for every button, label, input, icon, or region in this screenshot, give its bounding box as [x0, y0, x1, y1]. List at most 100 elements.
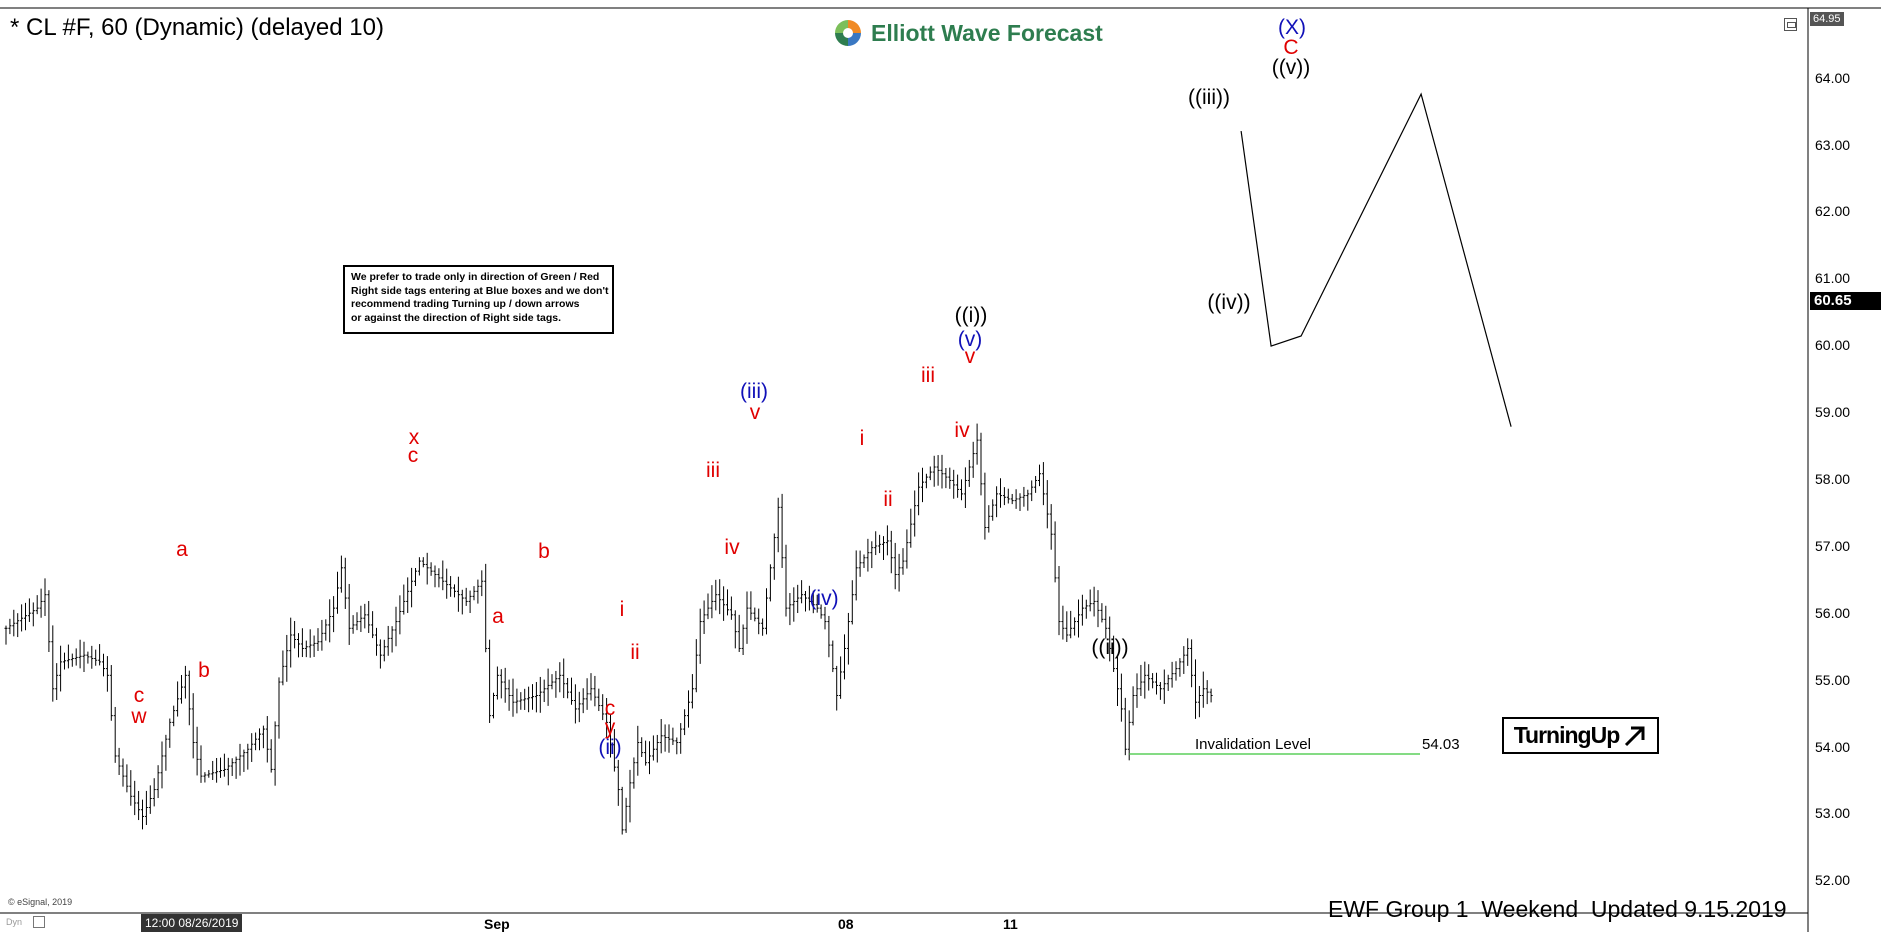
price-bar [577, 691, 581, 723]
price-bar [417, 557, 421, 576]
wave-label: c [408, 444, 419, 467]
price-bar [320, 619, 324, 651]
price-bar [644, 740, 648, 766]
price-bar [870, 541, 874, 569]
price-bar [410, 567, 414, 608]
wave-label: ((iii)) [1188, 86, 1230, 109]
price-bar [620, 786, 624, 835]
price-bar [581, 688, 585, 714]
note-line: Right side tags entering at Blue boxes a… [351, 284, 609, 297]
copyright: © eSignal, 2019 [8, 897, 73, 907]
price-bar [558, 662, 562, 693]
y-tick-label: 59.00 [1815, 404, 1851, 420]
wave-label: ((ii)) [1091, 636, 1128, 659]
price-bar [199, 745, 203, 783]
price-bar [109, 665, 113, 721]
window-restore-icon[interactable] [1784, 18, 1797, 31]
price-bar [663, 724, 667, 752]
price-bar [936, 455, 940, 486]
price-bar [956, 474, 960, 498]
price-bar [1131, 686, 1135, 726]
price-bar [499, 669, 503, 699]
price-bar [102, 653, 105, 677]
corner-label: Dyn [6, 917, 23, 927]
price-bar [987, 505, 991, 533]
price-bar [8, 618, 12, 635]
price-bar [952, 469, 956, 499]
price-bar [854, 550, 858, 601]
price-bar [425, 552, 429, 585]
price-bar [874, 531, 878, 556]
x-tick-label: 11 [1003, 916, 1018, 932]
price-bar [250, 733, 254, 762]
x-tick-label: 08 [838, 916, 854, 932]
invalidation-label: Invalidation Level [1195, 736, 1311, 753]
price-bar [304, 640, 308, 658]
price-bar [1065, 611, 1069, 642]
price-bar [289, 617, 293, 668]
price-bar [1061, 605, 1065, 640]
price-bar [1104, 605, 1108, 639]
y-tick-label: 52.00 [1815, 872, 1851, 888]
price-bar [519, 692, 523, 710]
price-bar [421, 557, 425, 568]
price-bar [144, 790, 148, 825]
price-bar [129, 770, 133, 806]
price-bar [632, 757, 636, 789]
price-bar [757, 608, 761, 635]
price-bar [47, 590, 51, 653]
price-bar [940, 454, 944, 489]
brand: Elliott Wave Forecast [833, 18, 1103, 48]
price-bar [433, 565, 437, 588]
price-bar [39, 588, 43, 618]
price-bar [932, 455, 936, 487]
price-bar [222, 753, 226, 777]
price-bar [999, 478, 1002, 508]
price-bar [1178, 658, 1182, 677]
price-bar [203, 772, 207, 783]
price-bar [316, 628, 320, 652]
price-bar [714, 579, 718, 611]
price-bar [640, 737, 644, 758]
price-bar [66, 644, 70, 669]
price-bar [277, 677, 281, 739]
price-bar [90, 645, 94, 669]
price-bar [445, 568, 449, 599]
price-bar [4, 625, 8, 645]
up-right-arrow-icon [1625, 726, 1645, 746]
price-bar [570, 677, 573, 705]
price-bar [1162, 669, 1166, 704]
price-bar [359, 605, 363, 632]
x-tick-label: Sep [484, 916, 510, 932]
note-line: or against the direction of Right side t… [351, 311, 562, 324]
price-bar [772, 533, 776, 580]
price-bar [281, 650, 285, 686]
price-bar [1151, 673, 1155, 689]
price-bar [745, 591, 749, 644]
price-bar [347, 583, 351, 645]
wave-label: iii [921, 364, 935, 387]
price-bar [312, 635, 316, 657]
price-bar [1092, 586, 1096, 617]
price-bar [800, 580, 804, 604]
price-bar [948, 467, 952, 489]
y-tick-label: 60.00 [1815, 337, 1851, 353]
price-bar [609, 714, 612, 758]
price-bar [336, 571, 339, 614]
price-bar [59, 645, 63, 692]
price-bar [242, 749, 246, 772]
price-bar [1053, 521, 1057, 583]
scroll-icon[interactable] [33, 916, 45, 928]
price-bar [1209, 688, 1213, 703]
wave-label: v [965, 345, 976, 368]
price-bar [464, 587, 468, 606]
price-bar [815, 594, 819, 613]
price-bar [234, 756, 238, 779]
price-bar [534, 682, 538, 713]
price-bar [113, 706, 117, 763]
price-bar [27, 598, 31, 622]
invalidation-level: Invalidation Level 54.03 [1129, 736, 1460, 755]
price-bar [191, 693, 195, 759]
price-bar [566, 677, 570, 699]
wave-label: ((iv)) [1207, 291, 1250, 314]
